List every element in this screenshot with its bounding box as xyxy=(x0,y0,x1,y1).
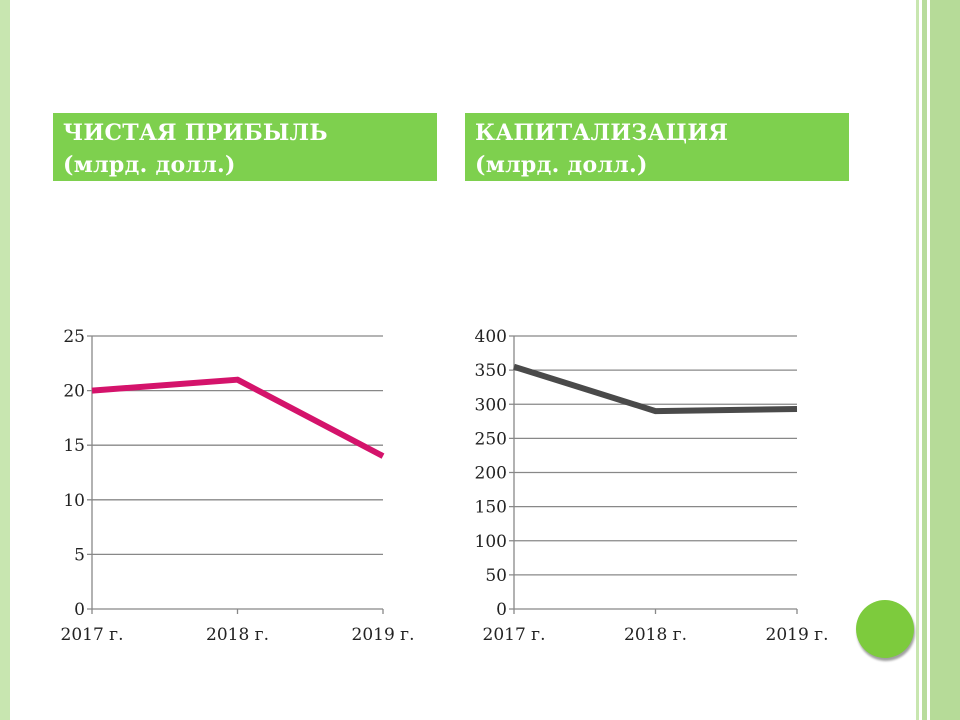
cap-xtick-label: 2019 г. xyxy=(766,625,829,645)
cap-title-line1: КАПИТАЛИЗАЦИЯ xyxy=(475,120,729,146)
profit-ytick-label: 0 xyxy=(74,600,85,620)
cap-ytick-label: 350 xyxy=(475,361,507,381)
profit-title-line2: (млрд. долл.) xyxy=(63,152,236,178)
capitalization-title: КАПИТАЛИЗАЦИЯ (млрд. долл.) xyxy=(465,113,849,181)
profit-ytick-label: 10 xyxy=(63,491,85,511)
cap-ytick-label: 50 xyxy=(485,566,507,586)
cap-ytick-label: 400 xyxy=(475,327,507,347)
profit-ytick-label: 20 xyxy=(63,382,85,402)
profit-ytick-label: 15 xyxy=(63,436,85,456)
profit-xtick-label: 2018 г. xyxy=(206,625,269,645)
next-slide-button[interactable] xyxy=(856,600,914,658)
profit-ytick-label: 5 xyxy=(74,545,85,565)
profit-ytick-label: 25 xyxy=(63,327,85,347)
cap-ytick-label: 0 xyxy=(496,600,507,620)
cap-ytick-label: 200 xyxy=(475,464,507,484)
cap-ytick-label: 150 xyxy=(475,498,507,518)
left-border xyxy=(0,0,10,720)
profit-title: ЧИСТАЯ ПРИБЫЛЬ (млрд. долл.) xyxy=(53,113,437,181)
cap-xtick-label: 2017 г. xyxy=(483,625,546,645)
profit-xtick-label: 2019 г. xyxy=(352,625,415,645)
profit-title-line1: ЧИСТАЯ ПРИБЫЛЬ xyxy=(63,120,328,146)
profit-xtick-label: 2017 г. xyxy=(61,625,124,645)
cap-ytick-label: 300 xyxy=(475,395,507,415)
right-decoration xyxy=(916,0,960,720)
cap-xtick-label: 2018 г. xyxy=(624,625,687,645)
cap-ytick-label: 250 xyxy=(475,429,507,449)
cap-ytick-label: 100 xyxy=(475,532,507,552)
cap-title-line2: (млрд. долл.) xyxy=(475,152,648,178)
